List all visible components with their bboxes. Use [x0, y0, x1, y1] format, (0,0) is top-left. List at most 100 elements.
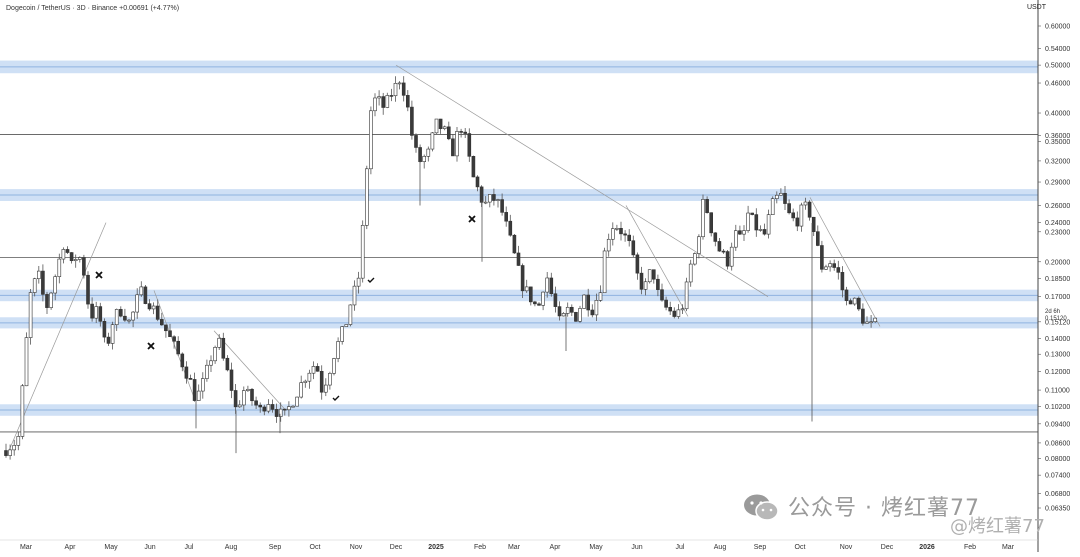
candle-down — [438, 118, 443, 129]
watermark-text: 公众号 · 烤红薯77 — [788, 496, 980, 521]
time-tick-label: Sep — [269, 544, 282, 551]
time-tick-label: 2025 — [428, 544, 444, 551]
time-tick-label: Jun — [631, 544, 642, 551]
candle-up — [676, 309, 681, 317]
watermark-main: 公众号 · 烤红薯77 — [742, 490, 980, 522]
candle-up — [779, 192, 783, 196]
candle-down — [451, 138, 455, 157]
time-tick-label: May — [104, 544, 118, 551]
time-tick-label: Mar — [1002, 544, 1015, 551]
time-tick-label: Nov — [840, 544, 853, 551]
candle-up — [770, 198, 775, 215]
candle-up — [733, 230, 738, 248]
candle-up — [131, 311, 135, 321]
candle-down — [69, 252, 74, 262]
candle-down — [840, 272, 845, 291]
candle-down — [590, 309, 595, 316]
candle-up — [32, 278, 37, 293]
candle-up — [758, 229, 763, 231]
candle-down — [389, 95, 394, 97]
candle-up — [799, 204, 804, 227]
candle-up — [352, 285, 357, 306]
candle-up — [348, 304, 353, 325]
candle-up — [647, 269, 652, 283]
candle-up — [746, 212, 750, 231]
candle-down — [815, 231, 820, 246]
price-tick-label: 0.29000 — [1045, 180, 1070, 187]
chart-header: Dogecoin / TetherUS · 3D · Binance +0.00… — [6, 5, 179, 12]
candle-down — [528, 286, 533, 303]
candle-down — [725, 251, 730, 267]
watermark-secondary: @烤红薯77 — [950, 516, 1045, 537]
candle-down — [705, 199, 709, 213]
candle-up — [385, 95, 390, 108]
candle-up — [869, 321, 873, 324]
candle-up — [49, 292, 53, 308]
candle-down — [176, 340, 180, 355]
price-annotations: 2d 6h0.15120 — [1045, 309, 1067, 322]
time-tick-label: May — [589, 544, 603, 551]
price-tick-label: 0.15120 — [1045, 319, 1070, 326]
candle-down — [274, 409, 279, 417]
candle-up — [594, 300, 599, 316]
candle-down — [533, 301, 537, 305]
candle-up — [373, 97, 377, 112]
candle-up — [643, 281, 648, 290]
candle-down — [229, 369, 234, 391]
candle-up — [24, 337, 29, 387]
time-tick-label: Feb — [474, 544, 486, 551]
candle-up — [151, 305, 156, 310]
candle-down — [627, 234, 632, 242]
candle-down — [787, 203, 791, 214]
candle-up — [434, 118, 439, 134]
candle-up — [196, 390, 201, 401]
candle-down — [270, 404, 275, 410]
candle-up — [127, 319, 131, 322]
candle-up — [139, 286, 144, 296]
candle-down — [106, 336, 111, 344]
candle-down — [102, 321, 107, 338]
candle-down — [553, 293, 558, 307]
candle-up — [483, 201, 488, 204]
candle-down — [4, 450, 8, 456]
candle-down — [98, 306, 103, 322]
candle-up — [295, 396, 299, 407]
price-tick-label: 0.06350 — [1045, 506, 1070, 513]
wechat-logo — [744, 494, 779, 521]
candle-down — [791, 212, 796, 219]
candle-down — [172, 336, 176, 342]
candle-up — [287, 406, 291, 411]
candle-up — [360, 225, 365, 279]
candle-up — [209, 360, 213, 366]
candle-down — [475, 176, 480, 188]
candle-down — [65, 249, 70, 253]
candle-up — [606, 238, 611, 252]
candle-up — [422, 155, 427, 162]
candle-up — [824, 266, 828, 270]
x-mark — [95, 271, 103, 279]
time-tick-label: Aug — [225, 544, 238, 551]
candle-up — [803, 201, 808, 206]
candle-down — [258, 404, 263, 408]
candle-down — [123, 315, 127, 321]
candle-up — [578, 308, 582, 322]
candle-down — [41, 270, 45, 295]
price-tick-label: 0.24000 — [1045, 220, 1070, 227]
candle-down — [713, 232, 718, 242]
candle-down — [820, 245, 824, 270]
price-tick-label: 0.32000 — [1045, 158, 1070, 165]
candle-down — [282, 408, 287, 411]
candle-down — [192, 379, 197, 401]
candle-up — [565, 306, 570, 314]
price-tick-label: 0.50000 — [1045, 63, 1070, 70]
candle-down — [836, 267, 841, 273]
candle-down — [717, 241, 722, 252]
candle-up — [201, 378, 205, 392]
time-tick-label: Jun — [144, 544, 155, 551]
candle-up — [336, 341, 340, 359]
candle-up — [697, 236, 701, 254]
candle-down — [221, 337, 226, 359]
candle-down — [180, 353, 185, 368]
candle-up — [57, 258, 62, 277]
candle-down — [86, 274, 90, 305]
